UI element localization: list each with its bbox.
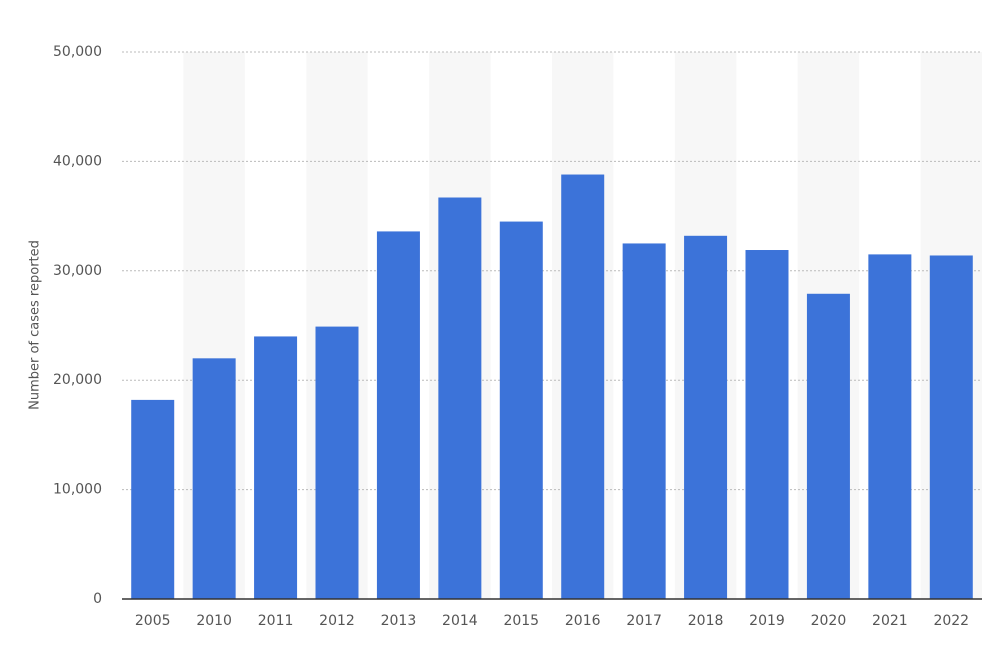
x-tick-label: 2011 xyxy=(258,613,294,629)
x-tick-label: 2020 xyxy=(811,613,847,629)
x-tick-label: 2021 xyxy=(872,613,908,629)
bar xyxy=(315,326,359,599)
bar xyxy=(929,255,973,599)
x-tick-label: 2013 xyxy=(381,613,417,629)
y-tick-label: 50,000 xyxy=(53,44,102,60)
bar xyxy=(806,293,850,599)
bar xyxy=(192,358,236,599)
bar xyxy=(684,235,728,600)
bar xyxy=(438,197,482,599)
y-axis-label: Number of cases reported xyxy=(28,240,43,410)
x-tick-label: 2017 xyxy=(626,613,662,629)
bar xyxy=(131,399,175,599)
x-tick-label: 2022 xyxy=(933,613,969,629)
x-tick-label: 2015 xyxy=(503,613,539,629)
x-tick-label: 2005 xyxy=(135,613,171,629)
x-tick-label: 2010 xyxy=(196,613,232,629)
bar xyxy=(561,174,605,599)
x-tick-label: 2012 xyxy=(319,613,355,629)
x-tick-label: 2016 xyxy=(565,613,601,629)
y-tick-label: 0 xyxy=(93,591,102,607)
x-tick-label: 2019 xyxy=(749,613,785,629)
bar xyxy=(499,221,543,599)
bar xyxy=(745,250,789,599)
y-tick-label: 10,000 xyxy=(53,482,102,498)
x-tick-label: 2018 xyxy=(688,613,724,629)
y-tick-label: 30,000 xyxy=(53,263,102,279)
bar xyxy=(622,243,666,599)
x-tick-label: 2014 xyxy=(442,613,478,629)
bar xyxy=(376,231,420,599)
y-tick-label: 20,000 xyxy=(53,372,102,388)
y-tick-label: 40,000 xyxy=(53,153,102,169)
bar xyxy=(254,336,298,599)
bar xyxy=(868,254,912,599)
